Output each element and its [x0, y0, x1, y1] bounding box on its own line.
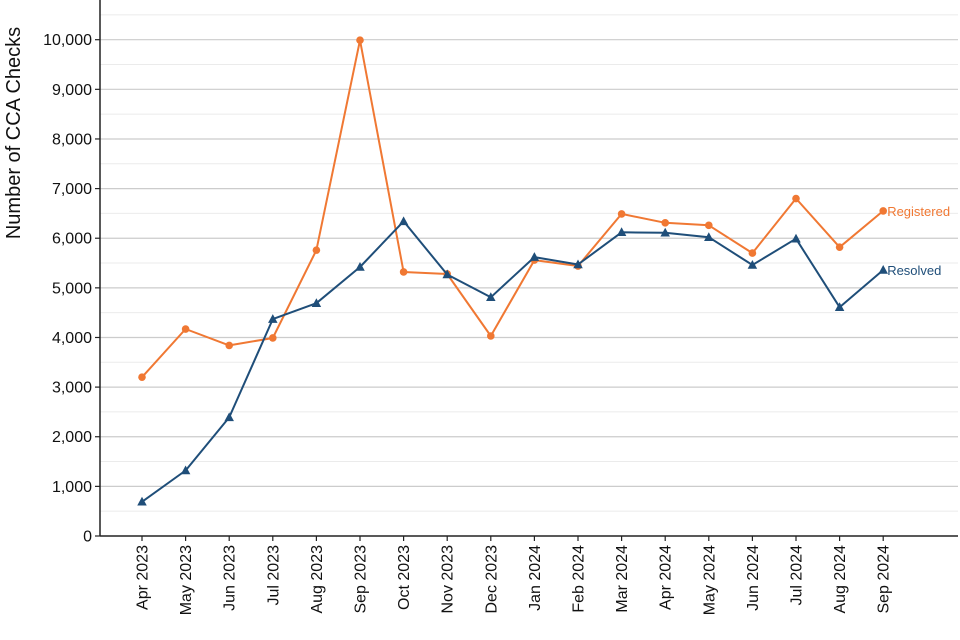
- x-tick-label: Jun 2024: [745, 545, 762, 611]
- data-point-registered: [356, 36, 364, 44]
- x-tick-label: Jul 2024: [789, 545, 806, 606]
- axes: Number of CCA Checks 0 1,000 2,000 3,000 4,0…: [3, 0, 958, 615]
- y-tick-label: 6,000: [52, 231, 92, 248]
- x-tick-label: Dec 2023: [483, 545, 500, 614]
- data-point-resolved: [660, 227, 670, 237]
- data-point-resolved: [398, 216, 409, 226]
- y-tick-label: 3,000: [52, 380, 92, 397]
- x-tick-label: Jul 2023: [265, 545, 282, 606]
- data-point-registered: [661, 219, 669, 227]
- data-point-registered: [835, 243, 844, 251]
- series-registered: Registered: [138, 36, 950, 381]
- data-point-registered: [269, 334, 277, 342]
- data-point-resolved: [747, 260, 758, 269]
- y-tick-label: 10,000: [43, 32, 92, 49]
- data-point-registered: [748, 249, 757, 257]
- data-point-resolved: [224, 412, 234, 422]
- y-tick-label: 8,000: [52, 131, 92, 148]
- data-point-resolved: [616, 227, 627, 237]
- data-point-resolved: [311, 298, 322, 307]
- y-tick-label: 0: [83, 529, 92, 546]
- series-resolved: Resolved: [137, 216, 941, 506]
- series-line-resolved: [141, 220, 884, 503]
- data-point-resolved: [573, 259, 583, 269]
- x-tick-label: Apr 2023: [135, 545, 152, 610]
- data-point-resolved: [834, 302, 845, 311]
- data-point-registered: [705, 221, 713, 230]
- gridlines: [100, 14, 958, 512]
- y-tick-label: 1,000: [52, 479, 92, 496]
- series-line-registered: [141, 39, 884, 378]
- x-tick-label: Nov 2023: [440, 545, 457, 614]
- data-point-registered: [879, 207, 887, 215]
- x-tick-label: May 2024: [701, 545, 718, 615]
- y-tick-label: 7,000: [52, 181, 92, 198]
- y-tick-label: 9,000: [52, 82, 92, 99]
- y-axis-title: Number of CCA Checks: [3, 27, 25, 239]
- y-tick-label: 5,000: [52, 280, 92, 297]
- y-tick-label: 2,000: [52, 429, 92, 446]
- x-tick-label: May 2023: [178, 545, 195, 615]
- x-tick-label: Sep 2024: [876, 545, 893, 614]
- data-point-resolved: [791, 233, 801, 243]
- series-layer: Registered Resolved: [137, 36, 950, 506]
- x-tick-label: Jan 2024: [527, 545, 544, 611]
- data-point-registered: [181, 325, 190, 333]
- data-point-registered: [399, 268, 408, 276]
- data-point-resolved: [442, 269, 452, 279]
- data-point-resolved: [355, 262, 365, 271]
- data-point-registered: [792, 194, 800, 203]
- y-tick-label: 4,000: [52, 330, 92, 347]
- data-point-resolved: [180, 465, 191, 475]
- x-tick-label: Apr 2024: [658, 545, 675, 610]
- data-point-registered: [487, 332, 495, 340]
- data-point-registered: [225, 341, 233, 350]
- series-label-resolved: Resolved: [887, 263, 941, 278]
- x-tick-label: Oct 2023: [396, 545, 413, 610]
- data-point-registered: [312, 246, 321, 254]
- data-point-resolved: [878, 264, 888, 274]
- data-point-resolved: [486, 292, 496, 302]
- data-point-resolved: [529, 252, 540, 261]
- x-tick-label: Jun 2023: [222, 545, 239, 611]
- data-point-registered: [138, 373, 146, 381]
- x-tick-label: Aug 2024: [832, 545, 849, 614]
- x-tick-label: Mar 2024: [614, 545, 631, 613]
- data-point-resolved: [704, 232, 714, 241]
- x-tick-label: Feb 2024: [571, 545, 588, 613]
- series-label-registered: Registered: [887, 204, 950, 219]
- x-tick-label: Sep 2023: [353, 545, 370, 614]
- x-tick-label: Aug 2023: [309, 545, 326, 614]
- data-point-resolved: [137, 496, 147, 506]
- data-point-registered: [617, 210, 626, 218]
- data-point-resolved: [268, 314, 278, 323]
